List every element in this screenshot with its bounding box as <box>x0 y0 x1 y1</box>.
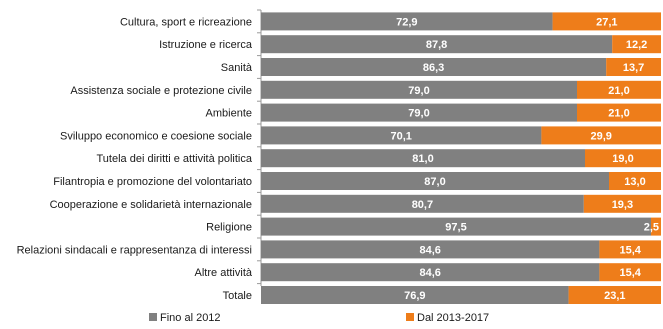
bar-dal-2013-2017-sviluppo-economico-e-coesione-sociale <box>541 126 661 145</box>
value-label-fino-al-2012-cultura-sport-e-ricreazione: 72,9 <box>396 16 417 28</box>
value-label-dal-2013-2017-cooperazione-e-solidarieta-internazionale: 19,3 <box>612 199 633 211</box>
value-label-dal-2013-2017-filantropia-e-promozione-del-volontariato: 13,0 <box>624 176 645 188</box>
category-label-cultura-sport-e-ricreazione: Cultura, sport e ricreazione <box>120 16 252 28</box>
legend-swatch-dal-2013-2017 <box>406 313 414 321</box>
bar-fino-al-2012-religione <box>261 217 651 236</box>
value-label-fino-al-2012-tutela-dei-diritti-e-attivita-politica: 81,0 <box>412 153 433 165</box>
bar-dal-2013-2017-sanita <box>606 58 661 76</box>
bar-dal-2013-2017-assistenza-sociale-e-protezione-civile <box>577 80 661 99</box>
bar-dal-2013-2017-tutela-dei-diritti-e-attivita-politica <box>585 149 661 168</box>
bar-dal-2013-2017-totale <box>568 286 661 304</box>
value-label-dal-2013-2017-relazioni-sindacali-e-rappresentanza-di-interessi: 15,4 <box>619 244 641 256</box>
legend-swatch-fino-al-2012 <box>149 313 157 321</box>
value-label-dal-2013-2017-altre-attivita: 15,4 <box>619 267 641 279</box>
value-label-dal-2013-2017-sanita: 13,7 <box>623 62 644 74</box>
legend-label-fino-al-2012: Fino al 2012 <box>160 312 221 324</box>
value-label-fino-al-2012-religione: 97,5 <box>445 222 466 234</box>
value-label-fino-al-2012-cooperazione-e-solidarieta-internazionale: 80,7 <box>412 199 433 211</box>
bar-fino-al-2012-tutela-dei-diritti-e-attivita-politica <box>261 149 585 168</box>
category-label-ambiente: Ambiente <box>206 108 252 120</box>
bar-fino-al-2012-ambiente <box>261 103 577 122</box>
bar-dal-2013-2017-religione <box>651 217 661 236</box>
value-label-dal-2013-2017-assistenza-sociale-e-protezione-civile: 21,0 <box>608 85 629 97</box>
bar-fino-al-2012-sviluppo-economico-e-coesione-sociale <box>261 126 542 145</box>
bar-dal-2013-2017-ambiente <box>577 103 661 122</box>
value-label-dal-2013-2017-cultura-sport-e-ricreazione: 27,1 <box>596 16 617 28</box>
bar-fino-al-2012-altre-attivita <box>261 263 600 282</box>
value-label-fino-al-2012-totale: 76,9 <box>404 290 425 302</box>
bar-dal-2013-2017-cultura-sport-e-ricreazione <box>552 12 661 31</box>
bar-fino-al-2012-assistenza-sociale-e-protezione-civile <box>261 80 577 99</box>
category-label-filantropia-e-promozione-del-volontariato: Filantropia e promozione del volontariat… <box>53 176 252 188</box>
category-label-tutela-dei-diritti-e-attivita-politica: Tutela dei diritti e attività politica <box>97 153 253 165</box>
legend-label-dal-2013-2017: Dal 2013-2017 <box>417 312 489 324</box>
category-labels-group: Cultura, sport e ricreazione Istruzione e… <box>17 16 253 302</box>
category-label-totale: Totale <box>223 290 252 302</box>
bar-fino-al-2012-cultura-sport-e-ricreazione <box>261 12 553 31</box>
legend: Fino al 2012 Dal 2013-2017 <box>149 312 489 324</box>
bar-dal-2013-2017-istruzione-e-ricerca <box>612 35 661 54</box>
category-label-sviluppo-economico-e-coesione-sociale: Sviluppo economico e coesione sociale <box>60 130 252 142</box>
value-label-fino-al-2012-istruzione-e-ricerca: 87,8 <box>426 39 447 51</box>
bar-fino-al-2012-relazioni-sindacali-e-rappresentanza-di-interessi <box>261 240 600 259</box>
bar-fino-al-2012-istruzione-e-ricerca <box>261 35 613 54</box>
value-label-dal-2013-2017-ambiente: 21,0 <box>608 108 629 120</box>
category-label-altre-attivita: Altre attività <box>195 267 253 279</box>
category-label-sanita: Sanità <box>221 62 253 74</box>
value-label-dal-2013-2017-religione: 2,5 <box>644 222 659 234</box>
bar-fino-al-2012-filantropia-e-promozione-del-volontariato <box>261 172 609 190</box>
value-label-dal-2013-2017-totale: 23,1 <box>604 290 625 302</box>
category-label-cooperazione-e-solidarieta-internazionale: Cooperazione e solidarietà internazional… <box>50 199 252 211</box>
bar-fino-al-2012-totale <box>261 286 569 304</box>
value-label-fino-al-2012-filantropia-e-promozione-del-volontariato: 87,0 <box>424 176 445 188</box>
value-label-fino-al-2012-sanita: 86,3 <box>423 62 444 74</box>
value-label-fino-al-2012-assistenza-sociale-e-protezione-civile: 79,0 <box>408 85 429 97</box>
category-label-relazioni-sindacali-e-rappresentanza-di-interessi: Relazioni sindacali e rappresentanza di … <box>17 244 252 256</box>
value-label-dal-2013-2017-tutela-dei-diritti-e-attivita-politica: 19,0 <box>612 153 633 165</box>
value-label-dal-2013-2017-istruzione-e-ricerca: 12,2 <box>626 39 647 51</box>
bar-fino-al-2012-cooperazione-e-solidarieta-internazionale <box>261 194 584 213</box>
category-label-assistenza-sociale-e-protezione-civile: Assistenza sociale e protezione civile <box>70 85 252 97</box>
value-label-dal-2013-2017-sviluppo-economico-e-coesione-sociale: 29,9 <box>590 130 611 142</box>
bar-fino-al-2012-sanita <box>261 58 607 76</box>
category-label-religione: Religione <box>206 222 252 234</box>
value-label-fino-al-2012-relazioni-sindacali-e-rappresentanza-di-interessi: 84,6 <box>419 244 440 256</box>
category-label-istruzione-e-ricerca: Istruzione e ricerca <box>159 39 253 51</box>
value-label-fino-al-2012-altre-attivita: 84,6 <box>419 267 440 279</box>
bar-dal-2013-2017-altre-attivita <box>599 263 661 282</box>
value-label-fino-al-2012-sviluppo-economico-e-coesione-sociale: 70,1 <box>390 130 411 142</box>
bar-dal-2013-2017-filantropia-e-promozione-del-volontariato <box>609 172 661 190</box>
bar-dal-2013-2017-relazioni-sindacali-e-rappresentanza-di-interessi <box>599 240 661 259</box>
bars-group: 72,9 27,1 87,8 12,2 86,3 13,7 79,0 21,0 79,0 21,0… <box>257 9 661 304</box>
value-label-fino-al-2012-ambiente: 79,0 <box>408 108 429 120</box>
bar-dal-2013-2017-cooperazione-e-solidarieta-internazionale <box>583 194 661 213</box>
